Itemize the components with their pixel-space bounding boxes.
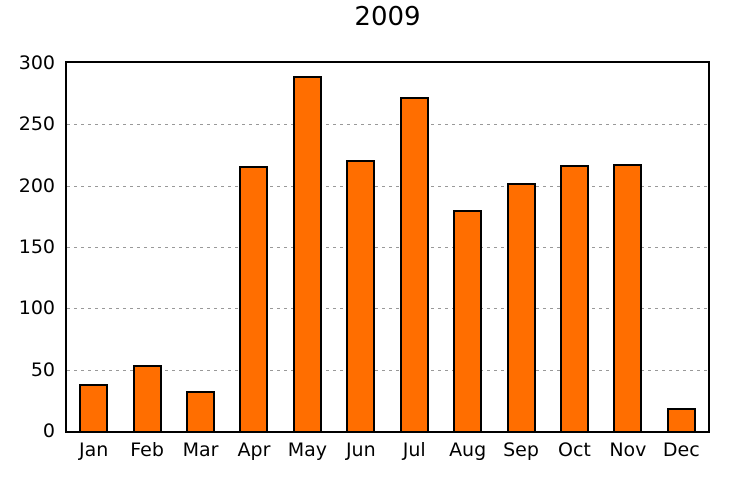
x-tick-label-jun: Jun [345,439,376,461]
x-tick-label-sep: Sep [503,439,539,461]
y-tick-label-250: 250 [18,113,55,136]
x-tick-label-may: May [287,439,328,461]
gridline-y-250 [67,124,708,126]
bar-jul [399,97,429,431]
bar-jun [346,160,376,431]
x-tick-label-mar: Mar [182,439,219,461]
bar-jan [79,384,109,431]
bar-apr [239,166,269,431]
bar-oct [559,165,589,431]
y-tick-label-200: 200 [18,174,55,197]
y-tick-label-100: 100 [18,297,55,320]
y-tick-label-0: 0 [42,420,55,442]
bar-sep [506,183,536,431]
plot-area [65,61,710,433]
bar-dec [666,408,696,431]
x-tick-label-feb: Feb [130,439,164,461]
y-tick-label-50: 50 [30,358,55,381]
gridline-y-100 [67,308,708,310]
x-tick-label-dec: Dec [662,439,700,461]
chart-title: 2009 [354,2,421,32]
x-tick-label-jul: Jul [402,439,426,461]
gridline-y-200 [67,185,708,187]
gridline-y-50 [67,369,708,371]
x-tick-label-apr: Apr [237,439,271,461]
x-tick-label-oct: Oct [558,439,591,461]
bar-mar [186,391,216,431]
gridline-y-150 [67,247,708,248]
y-tick-label-300: 300 [18,52,55,74]
bar-nov [613,164,643,431]
x-tick-label-jan: Jan [79,439,109,461]
bar-may [292,76,322,431]
x-tick-label-aug: Aug [449,439,487,461]
bar-feb [132,365,162,431]
bar-aug [453,210,483,431]
x-tick-label-nov: Nov [609,439,647,461]
y-tick-label-150: 150 [18,236,55,258]
